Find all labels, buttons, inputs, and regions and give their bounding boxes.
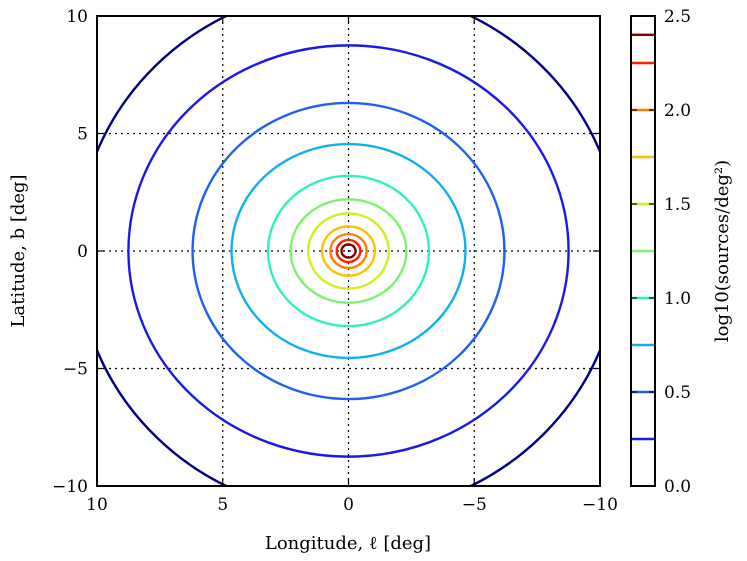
y-tick-label: −5 (63, 360, 88, 380)
contour-line (266, 174, 431, 328)
colorbar-tick-label: 2.0 (664, 101, 691, 121)
contour-line (340, 243, 357, 259)
y-tick-label: 10 (66, 7, 88, 27)
contour-line (320, 225, 377, 277)
colorbar-label: log10(sources/deg²) (712, 160, 733, 342)
colorbar-tick-label: 2.5 (664, 7, 691, 27)
colorbar-tick-label: 0.0 (664, 477, 691, 497)
contour-line (335, 238, 362, 264)
axis-ticks (96, 15, 601, 487)
colorbar-tick-label: 0.5 (664, 383, 691, 403)
y-tick-label: −10 (52, 477, 88, 497)
x-tick-label: 0 (343, 495, 354, 515)
colorbar: 0.0 0.5 1.0 1.5 2.0 2.5 log10(sources/deg²) (630, 7, 733, 497)
x-axis-label: Longitude, ℓ [deg] (265, 533, 431, 554)
x-tick-label: −10 (582, 495, 618, 515)
x-tick-label: −5 (462, 495, 487, 515)
contour-lines (97, 16, 600, 486)
colorbar-tick-label: 1.5 (664, 195, 691, 215)
contour-line (329, 232, 368, 270)
contour-line (230, 142, 467, 360)
x-tick-label: 5 (217, 495, 228, 515)
contour-line (127, 44, 570, 458)
colorbar-tick-labels: 0.0 0.5 1.0 1.5 2.0 2.5 (664, 7, 691, 497)
contour-line (191, 101, 506, 401)
x-tick-label: 10 (86, 495, 108, 515)
x-tick-labels: 10 5 0 −5 −10 (86, 495, 618, 515)
grid-lines (97, 16, 600, 486)
y-tick-labels: 10 5 0 −5 −10 (52, 7, 88, 497)
colorbar-tick-label: 1.0 (664, 289, 691, 309)
contour-line (307, 212, 390, 290)
colorbar-ticks (631, 15, 655, 487)
contour-line (289, 198, 408, 304)
y-tick-label: 0 (77, 242, 88, 262)
y-tick-label: 5 (77, 125, 88, 145)
y-axis-label: Latitude, b [deg] (8, 174, 29, 327)
